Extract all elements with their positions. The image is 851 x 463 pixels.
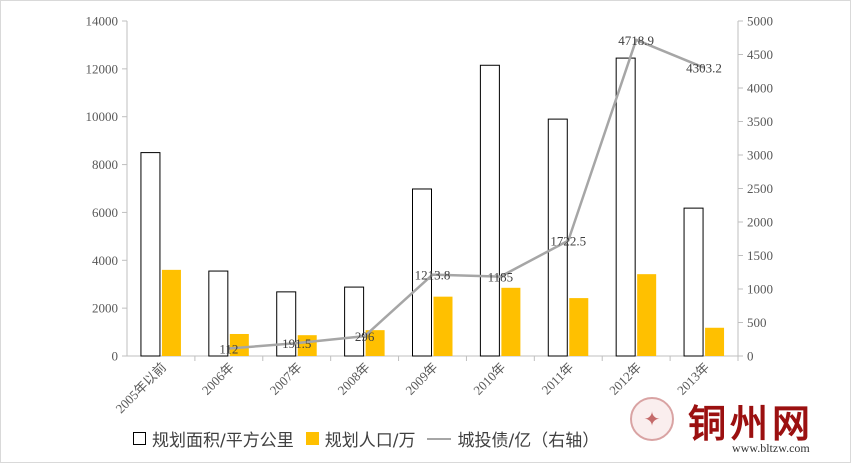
legend: 规划面积/平方公里 规划人口/万 城投债/亿（右轴） (133, 426, 611, 451)
x-tick-label: 2008年 (335, 360, 373, 398)
data-label-debt: 191.5 (282, 336, 311, 351)
bar-area (479, 64, 500, 357)
bar-area (344, 286, 365, 357)
watermark: ✦ 铜州网 www.bltzw.com (626, 393, 848, 459)
legend-item-population: 规划人口/万 (305, 426, 416, 451)
data-label-debt: 4303.2 (686, 61, 722, 76)
y-left-tick-label: 4000 (92, 253, 118, 268)
y-left-tick-label: 10000 (86, 109, 119, 124)
y-left-tick-label: 6000 (92, 205, 118, 220)
data-label-debt: 1722.5 (550, 234, 586, 249)
line-debt (228, 38, 705, 350)
y-left-tick-label: 12000 (86, 61, 119, 76)
bar-area (140, 152, 161, 357)
y-right-tick-label: 2000 (747, 215, 773, 230)
watermark-seal-glyph: ✦ (643, 408, 661, 431)
bar-population (637, 274, 657, 356)
legend-item-area: 规划面积/平方公里 (133, 426, 294, 451)
bar-area (615, 57, 636, 357)
bar-population (569, 298, 589, 356)
y-right-tick-label: 4500 (747, 47, 773, 62)
watermark-url: www.bltzw.com (732, 441, 810, 455)
y-right-tick-label: 5000 (747, 14, 773, 29)
legend-label-population: 规划人口/万 (324, 431, 416, 451)
data-label-debt: 1185 (488, 270, 514, 285)
x-tick-label: 2013年 (674, 360, 712, 398)
legend-label-debt: 城投债/亿（右轴） (457, 431, 600, 451)
y-left-tick-label: 14000 (86, 14, 119, 29)
y-right-tick-label: 1000 (747, 282, 773, 297)
x-tick-label: 2012年 (606, 360, 644, 398)
bar-area (208, 270, 229, 357)
y-right-tick-label: 500 (747, 315, 767, 330)
x-tick-label: 2009年 (402, 360, 440, 398)
y-right-tick-label: 1500 (747, 248, 773, 263)
x-tick-label: 2011年 (539, 360, 577, 398)
bar-area (683, 207, 704, 357)
legend-swatch-population (305, 432, 319, 445)
data-label-debt: 1213.8 (415, 268, 451, 283)
bar-area (412, 188, 432, 357)
bar-population (365, 330, 385, 356)
bar-population (705, 327, 725, 356)
data-label-debt: 4718.9 (618, 33, 654, 48)
bar-population (229, 333, 249, 356)
bar-population (433, 296, 453, 356)
y-left-tick-label: 0 (112, 349, 119, 364)
x-tick-label: 2006年 (199, 360, 237, 398)
legend-item-debt: 城投债/亿（右轴） (427, 426, 599, 451)
y-right-tick-label: 2500 (747, 181, 773, 196)
x-tick-label: 2007年 (267, 360, 305, 398)
data-label-debt: 296 (355, 329, 375, 344)
bar-area (276, 291, 297, 357)
legend-swatch-debt (427, 437, 452, 440)
x-tick-label: 2010年 (470, 360, 508, 398)
data-label-debt: 112 (219, 341, 238, 356)
y-right-tick-label: 3000 (747, 148, 773, 163)
legend-label-area: 规划面积/平方公里 (152, 431, 294, 451)
x-tick-label: 2005年以前 (112, 360, 169, 417)
bar-population (161, 269, 181, 356)
watermark-title: 铜州网 (688, 401, 815, 446)
y-right-tick-label: 4000 (747, 81, 773, 96)
y-right-tick-label: 0 (747, 349, 754, 364)
legend-swatch-area (133, 432, 146, 445)
bar-area (547, 118, 568, 357)
bar-population (501, 287, 521, 356)
y-left-tick-label: 8000 (92, 157, 118, 172)
watermark-seal-icon: ✦ (630, 397, 674, 441)
y-left-tick-label: 2000 (92, 301, 118, 316)
y-right-tick-label: 3500 (747, 114, 773, 129)
